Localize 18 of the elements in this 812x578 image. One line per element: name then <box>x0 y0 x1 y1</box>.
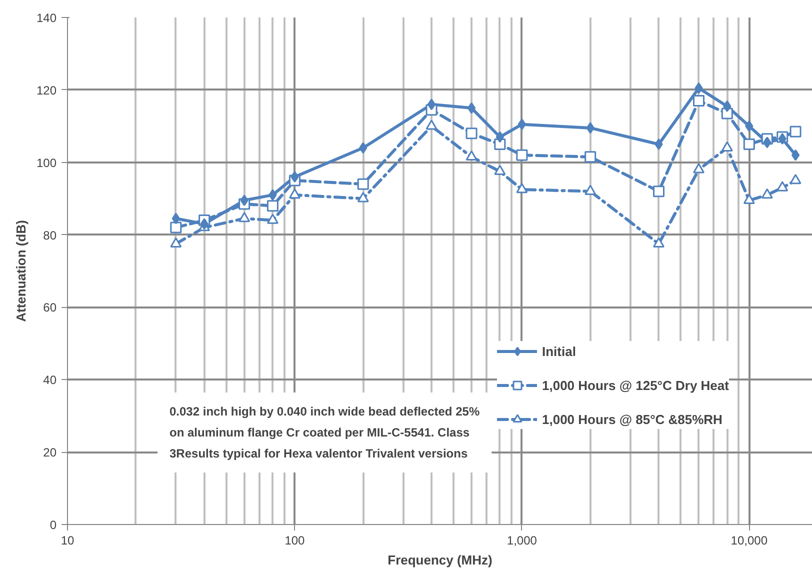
x-tick-label: 100 <box>284 534 306 548</box>
annotation: 0.032 inch high by 0.040 inch wide bead deflected 25% on aluminum flange Cr coated per MIL-C-5541. Class 3Results typical for Hexa valentor Trivalent versions <box>170 404 480 460</box>
legend-label: 1,000 Hours @ 85°C &85%RH <box>542 412 722 426</box>
y-tick-label: 40 <box>43 373 57 388</box>
y-tick-label: 140 <box>36 11 57 25</box>
x-tick-label: 10,000 <box>730 534 768 548</box>
y-tick-label: 80 <box>43 228 57 242</box>
y-tick-label: 20 <box>43 446 57 460</box>
y-axis-title: Attenuation (dB) <box>13 220 28 322</box>
x-tick-label: 10 <box>60 534 74 548</box>
y-tick-label: 60 <box>43 300 57 315</box>
y-tick-label: 100 <box>36 156 57 170</box>
x-axis-title: Frequency (MHz) <box>388 552 492 568</box>
legend-label: Initial <box>542 344 576 358</box>
y-tick-label: 0 <box>50 518 57 532</box>
x-tick-label: 1,000 <box>506 534 538 548</box>
legend-label: 1,000 Hours @ 125°C Dry Heat <box>542 378 729 392</box>
y-tick-label: 120 <box>36 83 57 98</box>
